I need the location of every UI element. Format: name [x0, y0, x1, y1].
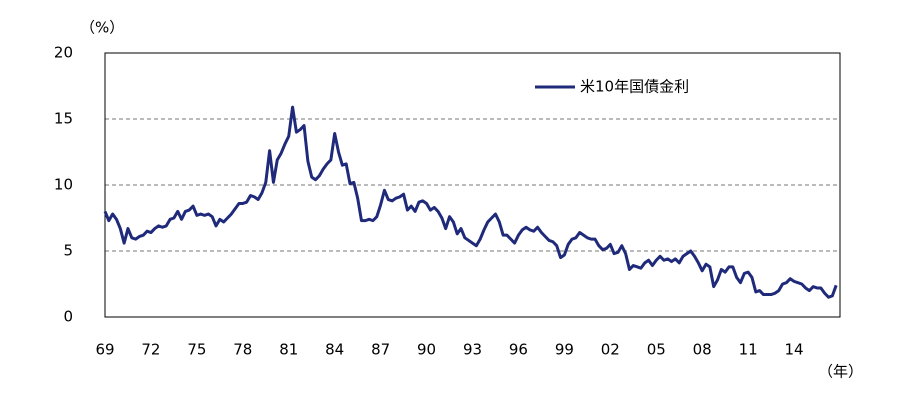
x-tick-label: 05 [647, 341, 666, 359]
x-tick-label: 99 [555, 341, 574, 359]
y-tick-label: 5 [63, 242, 73, 260]
x-tick-label: 02 [601, 341, 620, 359]
y-tick-label: 10 [54, 176, 73, 194]
data-line [103, 105, 838, 299]
x-tick-label: 14 [785, 341, 804, 359]
x-tick-label: 72 [141, 341, 160, 359]
x-tick-label: 87 [371, 341, 390, 359]
x-tick-label: 84 [325, 341, 344, 359]
x-tick-label: 96 [509, 341, 528, 359]
x-tick-label: 78 [233, 341, 252, 359]
y-tick-label: 15 [54, 110, 73, 128]
x-tick-label: 75 [187, 341, 206, 359]
legend-label: 米10年国債金利 [580, 78, 689, 96]
x-tick-label: 69 [95, 341, 114, 359]
y-unit-label: （%） [80, 19, 124, 37]
y-tick-label: 20 [54, 44, 73, 62]
x-tick-label: 90 [417, 341, 436, 359]
x-tick-label: 81 [279, 341, 298, 359]
x-tick-label: 08 [693, 341, 712, 359]
x-tick-label: 93 [463, 341, 482, 359]
x-unit-label: （年） [818, 363, 863, 381]
plot-frame [104, 52, 841, 318]
y-tick-label: 0 [63, 308, 73, 326]
x-tick-label: 11 [739, 341, 758, 359]
